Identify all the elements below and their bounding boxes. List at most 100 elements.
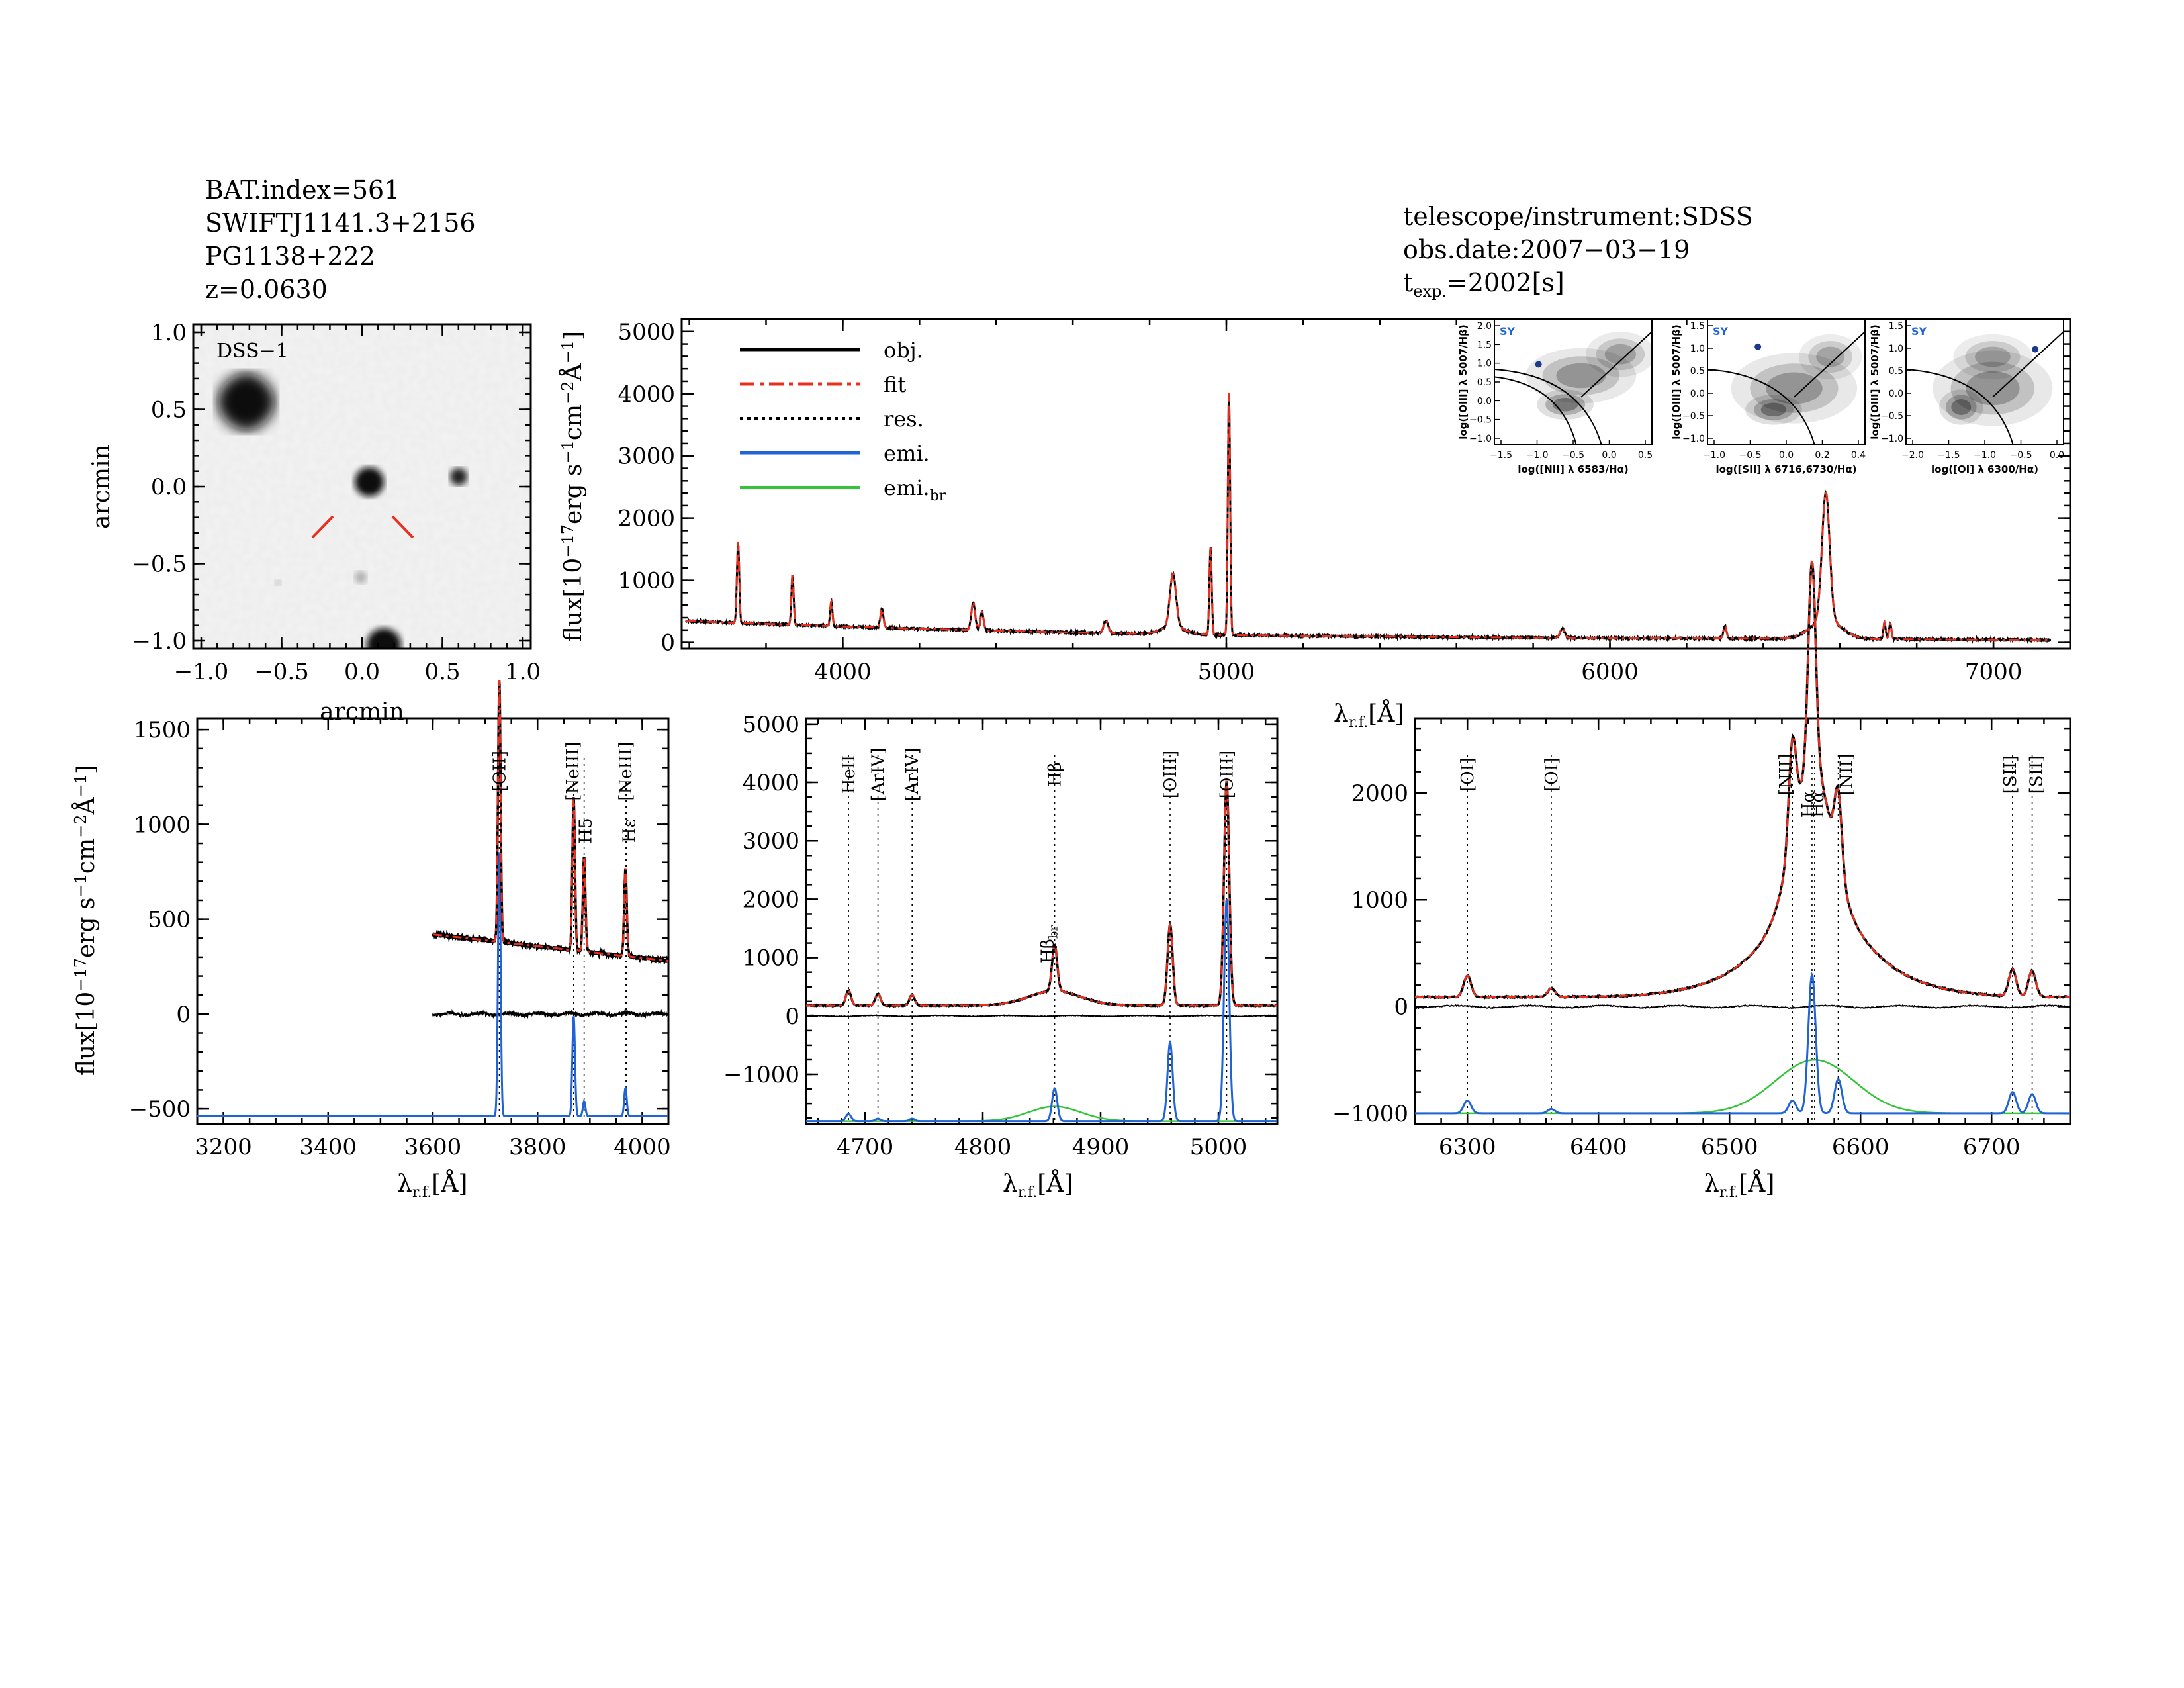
density-contour [1753, 399, 1794, 420]
density-contour [1542, 356, 1620, 395]
diag-y-tick-label: −0.5 [1881, 411, 1903, 422]
diag-y-tick-label: −0.5 [1682, 411, 1705, 422]
demarcation-curve [1906, 369, 2014, 445]
density-contour [1938, 389, 1983, 425]
diag-y-tick-label: 0.0 [1690, 389, 1705, 399]
header-bat-index: BAT.index=561 [205, 175, 400, 205]
y-tick-label: 1.0 [151, 320, 187, 346]
density-contour [1808, 341, 1852, 373]
diag-x-tick-label: 0.2 [1815, 450, 1829, 461]
density-contour [1966, 371, 2020, 406]
image-label: DSS−1 [216, 340, 289, 363]
bottom-star [367, 628, 401, 649]
line-marker-label: [OI] [1542, 757, 1562, 792]
emission-model-line [1415, 972, 2070, 1115]
header-pg-name: PG1138+222 [205, 242, 375, 271]
diag-x-tick-label: −1.0 [1526, 450, 1549, 461]
diagnostic-background [1707, 319, 1865, 445]
image-xlabel: arcmin [320, 698, 404, 726]
density-contour [1745, 395, 1802, 425]
diag-x-tick-label: −0.5 [2010, 450, 2032, 461]
x-tick-label: 4900 [1072, 1134, 1130, 1160]
density-contour [1604, 344, 1636, 365]
target-marker-right [391, 515, 414, 539]
y-tick-label: 0 [1394, 994, 1408, 1021]
zoom-oii-ylabel: flux[10−17erg s−1cm−2Å−1] [71, 765, 100, 1076]
object-point [2032, 346, 2039, 353]
y-tick-label: 2000 [617, 506, 675, 532]
zoom-ha-panel: 6300 6400 6500 6600 6700 −1000 0 1000 2000 [OI] [… [1332, 559, 2071, 1201]
density-contour [1537, 389, 1594, 420]
y-tick-label: 5000 [742, 712, 799, 738]
y-tick-label: −1000 [723, 1062, 799, 1088]
x-tick-label: −1.0 [174, 659, 229, 685]
y-tick-label: 2000 [742, 886, 799, 913]
density-contour [1596, 338, 1645, 371]
line-marker-label: Hβ [1046, 762, 1066, 787]
zoom-oii-ticks: 3200 3400 3600 3800 4000 −500 0 500 1000 1500 [129, 717, 671, 1160]
line-marker-label: Hα [1808, 791, 1828, 818]
density-contour [1731, 353, 1858, 424]
zoom-hb-series: HeII [ArIV] [ArIV] Hβ [OIII] [OIII] Hβbr [805, 748, 1278, 1123]
density-contour [1945, 395, 1977, 420]
x-tick-label: 6300 [1439, 1134, 1496, 1160]
legend-res-label: res. [884, 406, 924, 432]
fit-spectrum-line [433, 680, 669, 962]
y-tick-label: 500 [148, 907, 191, 933]
density-contour [1951, 399, 1972, 415]
main-xlabel: λr.f.[Å] [1334, 700, 1404, 731]
y-tick-label: −0.5 [132, 551, 187, 578]
density-contour [1556, 363, 1606, 389]
zoom-ha-frame [1414, 717, 2071, 1125]
diagnostic-density [1707, 319, 1865, 445]
density-contour [1816, 346, 1845, 367]
neighbor-source [450, 468, 467, 485]
x-tick-label: 6000 [1581, 659, 1639, 685]
header-exposure: texp.=2002[s] [1403, 268, 1565, 301]
line-marker-label: [NeIII] [616, 741, 636, 800]
hbeta-broad-label: Hβbr [1038, 925, 1061, 964]
zoom-oii-series: [OII] [NeIII] H5 [NeIII] Hε [197, 680, 670, 1121]
diagnostic-inset: SY −1.5 −1.0 −0.5 0.0 0.5 2.0 1.5 1.0 0.5 0.0 −0.5 −… [1457, 318, 1653, 475]
main-spectrum: 4000 5000 6000 7000 0 1000 2000 3000 4000 5000 fl… [559, 318, 2071, 731]
zoom-hb-ticks: 4700 4800 4900 5000 −1000 0 1000 2000 3000 4000 50… [723, 712, 1277, 1160]
y-tick-label: 3000 [742, 828, 799, 855]
broad-emission-line [1415, 1058, 2070, 1115]
fit-spectrum-line [806, 780, 1277, 1007]
header-obs-date: obs.date:2007−03−19 [1403, 235, 1690, 264]
line-marker-label: [NII] [1776, 753, 1796, 796]
diag-y-tick-label: 2.0 [1477, 321, 1492, 332]
line-marker-label: [SII] [2027, 755, 2047, 794]
line-marker-label: [OIII] [1217, 751, 1237, 798]
zoom-hb-frame [805, 717, 1279, 1125]
object-spectrum-line [1414, 559, 2070, 1000]
y-tick-label: −500 [129, 1096, 191, 1123]
diag-y-tick-label: 1.5 [1477, 340, 1492, 350]
x-tick-label: 4800 [954, 1134, 1012, 1160]
density-contour [1799, 334, 1862, 380]
y-tick-label: 0 [176, 1002, 191, 1028]
line-marker-label: Hε [620, 819, 640, 843]
main-axis-ticks: 4000 5000 6000 7000 0 1000 2000 3000 4000 5000 [617, 318, 2071, 685]
zoom-hb-xlabel: λr.f.[Å] [1003, 1170, 1073, 1201]
zoom-ha-xlabel: λr.f.[Å] [1704, 1170, 1774, 1201]
diag-x-tick-label: 0.0 [1602, 450, 1616, 461]
diag-x-tick-label: −1.5 [1938, 450, 1960, 461]
residual-line [805, 1014, 1277, 1018]
x-tick-label: 6600 [1832, 1134, 1889, 1160]
legend-fit-label: fit [884, 372, 906, 397]
image-ylabel: arcmin [88, 444, 115, 529]
diag-x-tick-label: −0.5 [1562, 450, 1584, 461]
y-tick-label: 1000 [133, 812, 191, 838]
x-tick-label: 5000 [1190, 1134, 1248, 1160]
density-contour [1760, 402, 1787, 417]
diag-x-tick-label: 0.0 [1779, 450, 1794, 461]
density-contour [1950, 361, 2035, 415]
legend: obj. fit res. emi. emi.br [740, 338, 946, 504]
line-marker-label: [ArIV] [903, 748, 923, 802]
fit-spectrum-line [1415, 559, 2070, 998]
diagnostic-ylabel: log([OIII] λ 5007/Hβ) [1670, 324, 1682, 440]
diag-x-tick-label: 0.0 [2050, 450, 2064, 461]
image-ticks: −1.0 −0.5 0.0 0.5 1.0 1.0 0.5 0.0 −0.5 −1.0 [132, 320, 541, 685]
